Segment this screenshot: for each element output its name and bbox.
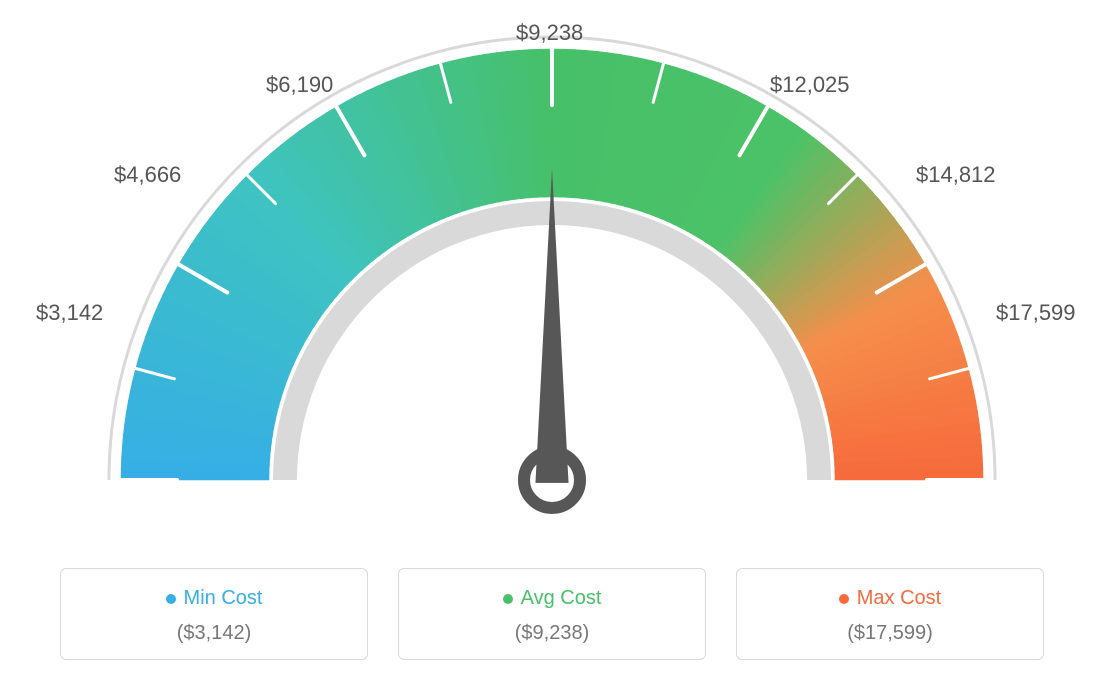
- tick-label: $9,238: [516, 20, 583, 46]
- avg-cost-title: Avg Cost: [521, 587, 602, 610]
- max-cost-title-row: Max Cost: [747, 587, 1033, 610]
- tick-label: $3,142: [36, 300, 103, 326]
- gauge-chart: $3,142 $4,666 $6,190 $9,238 $12,025 $14,812 $1…: [0, 0, 1104, 690]
- avg-cost-title-row: Avg Cost: [409, 587, 695, 610]
- max-cost-value: ($17,599): [747, 622, 1033, 645]
- min-cost-card: Min Cost ($3,142): [60, 568, 368, 660]
- tick-label: $14,812: [916, 162, 996, 188]
- max-cost-title: Max Cost: [857, 587, 941, 610]
- min-cost-title-row: Min Cost: [71, 587, 357, 610]
- min-cost-value: ($3,142): [71, 622, 357, 645]
- tick-label: $6,190: [266, 72, 333, 98]
- avg-cost-card: Avg Cost ($9,238): [398, 568, 706, 660]
- min-cost-title: Min Cost: [184, 587, 263, 610]
- avg-cost-value: ($9,238): [409, 622, 695, 645]
- tick-label: $4,666: [114, 162, 181, 188]
- max-dot-icon: [839, 594, 849, 604]
- gauge-svg: [0, 0, 1104, 560]
- tick-label: $17,599: [996, 300, 1076, 326]
- summary-cards: Min Cost ($3,142) Avg Cost ($9,238) Max …: [60, 568, 1044, 660]
- min-dot-icon: [166, 594, 176, 604]
- max-cost-card: Max Cost ($17,599): [736, 568, 1044, 660]
- tick-label: $12,025: [770, 72, 850, 98]
- avg-dot-icon: [503, 594, 513, 604]
